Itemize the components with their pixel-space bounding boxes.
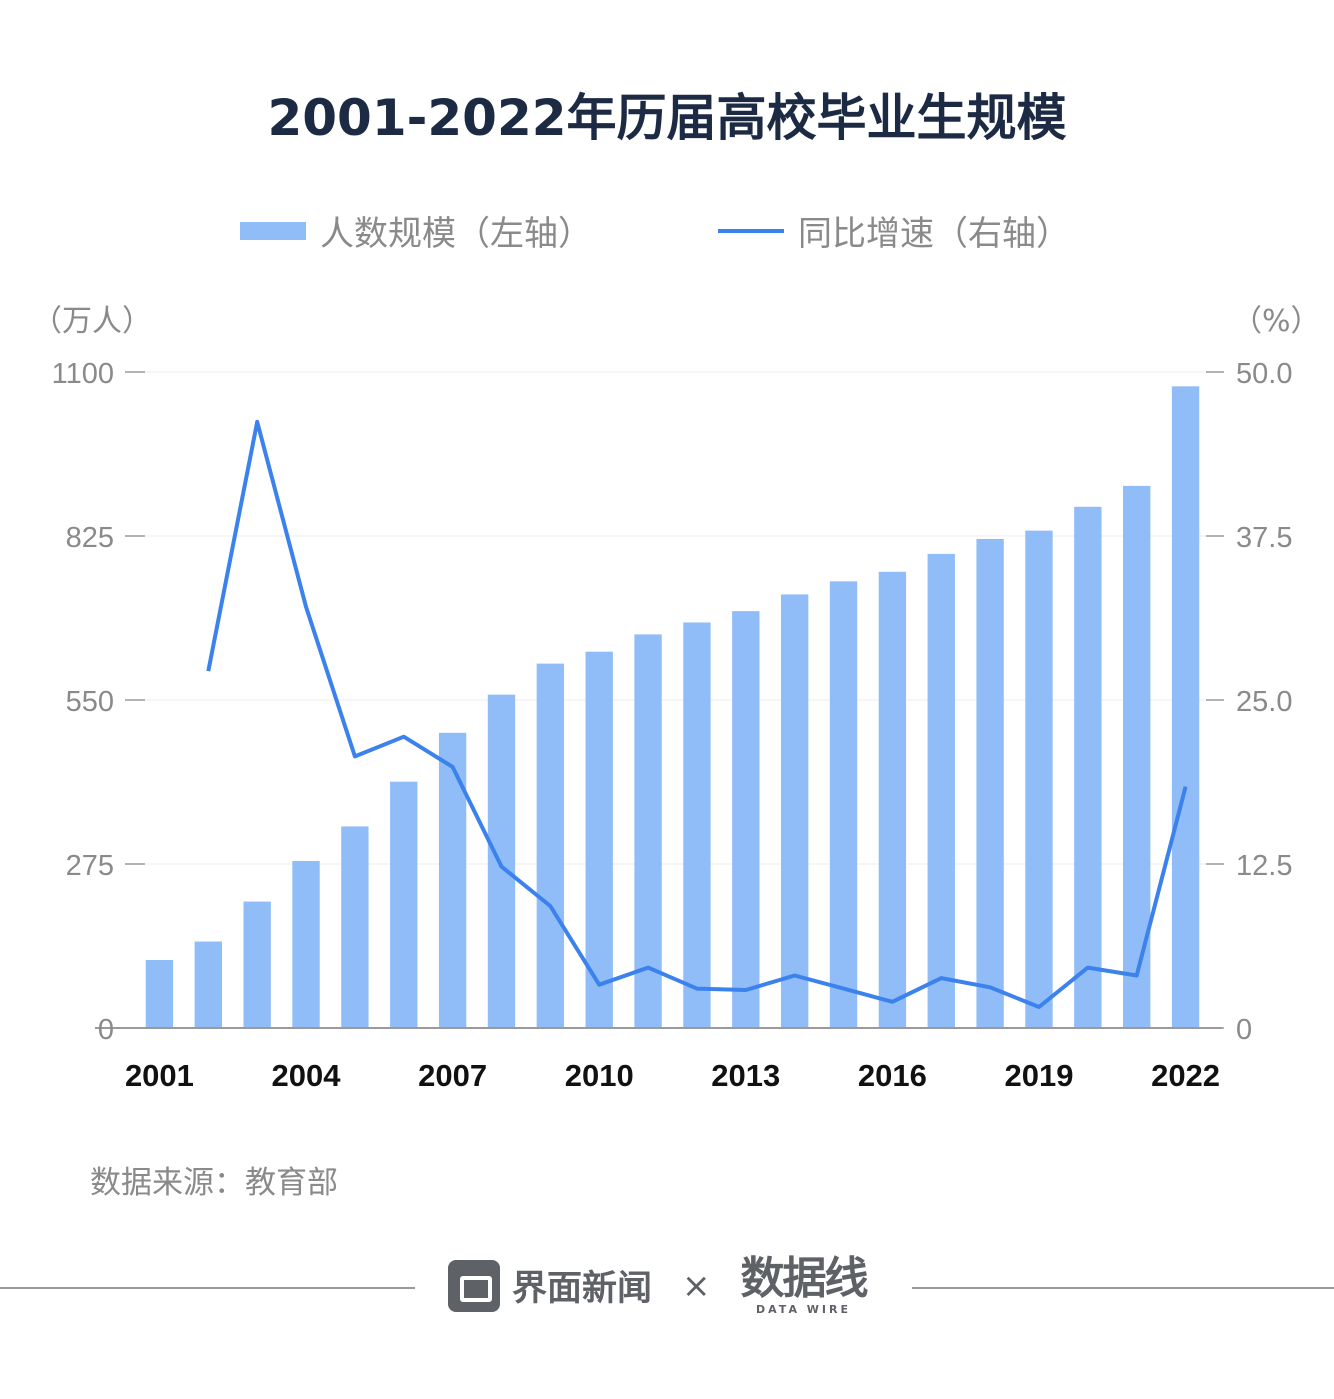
x-tick-label: 2010 xyxy=(565,1058,634,1093)
bar-2002 xyxy=(194,941,222,1028)
bar-2007 xyxy=(438,732,467,1028)
left-tick-label: 825 xyxy=(66,522,114,554)
left-tick-label: 550 xyxy=(66,686,114,718)
brand-name: 界面新闻 xyxy=(512,1269,653,1309)
x-tick-label: 2016 xyxy=(858,1058,927,1093)
bar-2022 xyxy=(1171,386,1200,1028)
x-tick-label: 2004 xyxy=(272,1058,342,1093)
right-tick-label: 0 xyxy=(1236,1014,1252,1046)
bar-2019 xyxy=(1025,530,1053,1028)
bar-2013 xyxy=(732,611,760,1028)
bar-2009 xyxy=(536,663,565,1028)
left-tick-label: 0 xyxy=(98,1014,114,1046)
data-wire-logo-text: 数据线 xyxy=(740,1253,869,1304)
legend-bar-label: 人数规模（左轴） xyxy=(320,214,592,254)
bar-2011 xyxy=(634,634,662,1028)
left-tick-label: 275 xyxy=(66,850,114,882)
bar-2018 xyxy=(976,538,1004,1028)
chart-title: 2001-2022年历届高校毕业生规模 xyxy=(267,89,1067,147)
bar-2001 xyxy=(145,960,174,1028)
footer-divider-left xyxy=(0,1287,415,1289)
bar-2006 xyxy=(390,781,418,1028)
growth-line xyxy=(206,419,1188,1009)
legend-item-bars: 人数规模（左轴） xyxy=(240,206,592,255)
footer-branding: 界面新闻 × 数据线 DATA WIRE xyxy=(448,1253,869,1317)
legend-line-swatch xyxy=(718,228,784,233)
jiemian-logo-icon xyxy=(448,1259,500,1312)
data-wire-logo: 数据线 DATA WIRE xyxy=(740,1253,869,1317)
right-tick-label: 25.0 xyxy=(1236,686,1292,718)
right-tick-label: 37.5 xyxy=(1236,522,1292,554)
x-tick-label: 2001 xyxy=(125,1058,194,1093)
legend-line-label: 同比增速（右轴） xyxy=(798,214,1070,254)
legend: 人数规模（左轴） 同比增速（右轴） xyxy=(0,206,1334,256)
bar-2008 xyxy=(487,694,516,1028)
left-axis: 0 275 550 825 1100 xyxy=(52,358,145,1046)
left-tick-label: 1100 xyxy=(52,358,114,390)
x-tick-label: 2019 xyxy=(1004,1058,1073,1093)
bar-2012 xyxy=(683,622,711,1028)
bar-2005 xyxy=(341,826,369,1028)
right-axis: 0 12.5 25.0 37.5 50.0 xyxy=(1206,358,1292,1046)
bar-2021 xyxy=(1123,485,1151,1028)
bar-2020 xyxy=(1074,506,1102,1028)
legend-item-line: 同比增速（右轴） xyxy=(718,206,1070,255)
x-tick-label: 2022 xyxy=(1151,1058,1220,1093)
x-axis: 2001 2004 2007 2010 2013 2016 2019 2022 xyxy=(125,1058,1220,1093)
bar-2014 xyxy=(780,594,809,1028)
right-tick-label: 50.0 xyxy=(1236,358,1292,390)
bar-2015 xyxy=(829,581,858,1028)
times-symbol: × xyxy=(682,1265,711,1306)
right-axis-unit: （%） xyxy=(1232,304,1321,339)
bar-2004 xyxy=(292,861,320,1028)
bar-series xyxy=(145,386,1200,1028)
legend-bar-swatch xyxy=(240,221,306,240)
x-tick-label: 2007 xyxy=(418,1058,487,1093)
x-tick-label: 2013 xyxy=(711,1058,780,1093)
footer-divider-right xyxy=(912,1287,1334,1289)
data-source: 数据来源：教育部 xyxy=(90,1165,338,1201)
bar-2016 xyxy=(878,571,907,1028)
data-wire-sub-text: DATA WIRE xyxy=(756,1303,852,1316)
bar-2003 xyxy=(243,901,271,1028)
bar-2017 xyxy=(927,553,955,1028)
right-tick-label: 12.5 xyxy=(1236,850,1292,882)
bar-2010 xyxy=(585,651,613,1028)
left-axis-unit: （万人） xyxy=(32,304,152,339)
